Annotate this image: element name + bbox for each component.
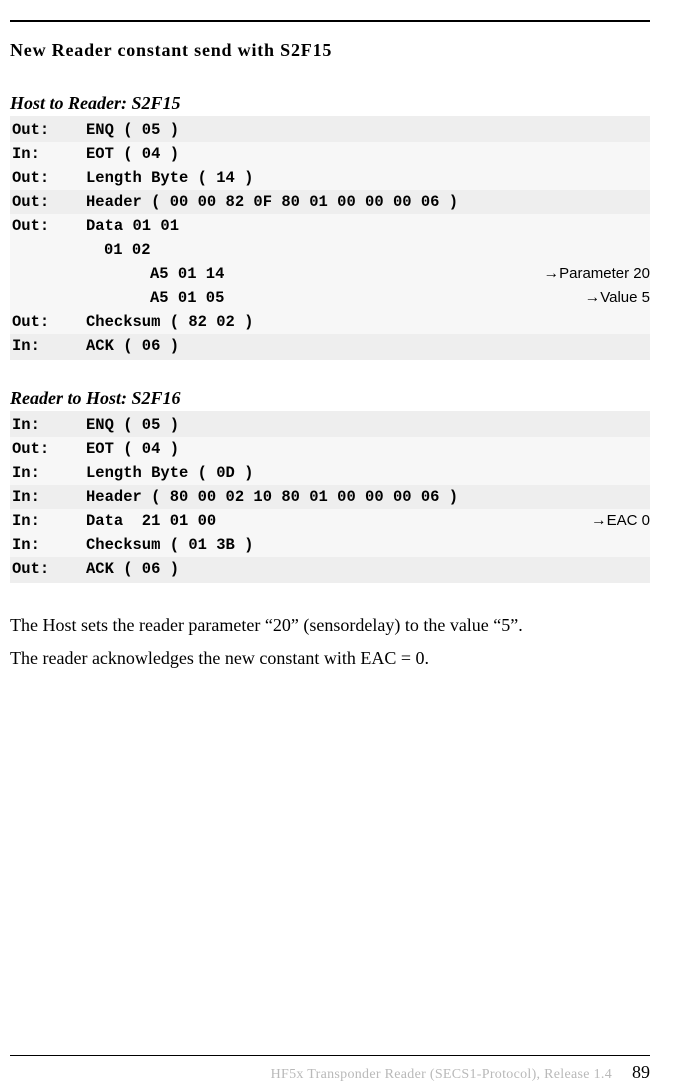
body-paragraph-1: The Host sets the reader parameter “20” … xyxy=(10,611,650,640)
protocol-direction: In: xyxy=(10,533,86,557)
protocol-direction: Out: xyxy=(10,190,86,214)
protocol-row: A5 01 05 →Value 5 xyxy=(10,286,650,310)
protocol-row: 01 02 xyxy=(10,238,650,262)
protocol-direction: Out: xyxy=(10,166,86,190)
protocol-row: Out:ENQ ( 05 ) xyxy=(10,118,650,142)
protocol-annotation: Value 5 xyxy=(600,286,650,309)
protocol-payload: Checksum ( 01 3B ) xyxy=(86,533,650,557)
protocol-payload: A5 01 14 xyxy=(10,262,525,286)
top-rule xyxy=(10,20,650,22)
protocol-direction: Out: xyxy=(10,437,86,461)
page-title: New Reader constant send with S2F15 xyxy=(10,40,650,61)
protocol-payload: Data 01 01 xyxy=(86,214,650,238)
page-footer: HF5x Transponder Reader (SECS1-Protocol)… xyxy=(10,1055,650,1083)
protocol-row: In:Length Byte ( 0D ) xyxy=(10,461,650,485)
protocol-payload: Header ( 80 00 02 10 80 01 00 00 00 06 ) xyxy=(86,485,650,509)
protocol-payload: Length Byte ( 0D ) xyxy=(86,461,650,485)
protocol-direction: In: xyxy=(10,334,86,358)
protocol-row: In:ENQ ( 05 ) xyxy=(10,413,650,437)
footer-page-number: 89 xyxy=(632,1062,650,1083)
protocol-block-reader-to-host: In:ENQ ( 05 )Out:EOT ( 04 )In:Length Byt… xyxy=(10,411,650,583)
footer-doc-title: HF5x Transponder Reader (SECS1-Protocol)… xyxy=(271,1067,612,1083)
protocol-payload: EOT ( 04 ) xyxy=(86,437,650,461)
protocol-direction: In: xyxy=(10,461,86,485)
protocol-row: In:Data 21 01 00 →EAC 0 xyxy=(10,509,650,533)
protocol-payload: ENQ ( 05 ) xyxy=(86,413,650,437)
protocol-payload: Header ( 00 00 82 0F 80 01 00 00 00 06 ) xyxy=(86,190,650,214)
page: New Reader constant send with S2F15 Host… xyxy=(0,0,675,1091)
protocol-payload: ENQ ( 05 ) xyxy=(86,118,650,142)
arrow-icon: → xyxy=(591,509,607,533)
protocol-row: A5 01 14 →Parameter 20 xyxy=(10,262,650,286)
protocol-payload: Checksum ( 82 02 ) xyxy=(86,310,650,334)
protocol-row: Out:Data 01 01 xyxy=(10,214,650,238)
protocol-payload: Data 21 01 00 xyxy=(86,509,535,533)
protocol-direction: In: xyxy=(10,142,86,166)
protocol-payload: A5 01 05 xyxy=(10,286,566,310)
protocol-row: Out:Header ( 00 00 82 0F 80 01 00 00 00 … xyxy=(10,190,650,214)
section2-heading: Reader to Host: S2F16 xyxy=(10,388,650,409)
protocol-annotation: EAC 0 xyxy=(607,509,650,532)
protocol-direction: In: xyxy=(10,509,86,533)
protocol-direction: Out: xyxy=(10,310,86,334)
protocol-direction: Out: xyxy=(10,557,86,581)
body-paragraph-2: The reader acknowledges the new constant… xyxy=(10,644,650,673)
protocol-payload: EOT ( 04 ) xyxy=(86,142,650,166)
protocol-row: Out:EOT ( 04 ) xyxy=(10,437,650,461)
protocol-row: Out:Checksum ( 82 02 ) xyxy=(10,310,650,334)
section1-heading: Host to Reader: S2F15 xyxy=(10,93,650,114)
protocol-payload: Length Byte ( 14 ) xyxy=(86,166,650,190)
protocol-row: In:Checksum ( 01 3B ) xyxy=(10,533,650,557)
footer-rule xyxy=(10,1055,650,1056)
protocol-direction: Out: xyxy=(10,214,86,238)
protocol-payload: 01 02 xyxy=(10,238,650,262)
arrow-icon: → xyxy=(585,286,601,310)
protocol-block-host-to-reader: Out:ENQ ( 05 )In:EOT ( 04 )Out:Length By… xyxy=(10,116,650,360)
protocol-row: In:EOT ( 04 ) xyxy=(10,142,650,166)
protocol-annotation: Parameter 20 xyxy=(559,262,650,285)
protocol-direction: In: xyxy=(10,485,86,509)
protocol-payload: ACK ( 06 ) xyxy=(86,557,650,581)
arrow-icon: → xyxy=(544,262,560,286)
protocol-row: Out:ACK ( 06 ) xyxy=(10,557,650,581)
protocol-row: Out:Length Byte ( 14 ) xyxy=(10,166,650,190)
protocol-row: In:Header ( 80 00 02 10 80 01 00 00 00 0… xyxy=(10,485,650,509)
protocol-direction: Out: xyxy=(10,118,86,142)
protocol-row: In:ACK ( 06 ) xyxy=(10,334,650,358)
protocol-direction: In: xyxy=(10,413,86,437)
protocol-payload: ACK ( 06 ) xyxy=(86,334,650,358)
